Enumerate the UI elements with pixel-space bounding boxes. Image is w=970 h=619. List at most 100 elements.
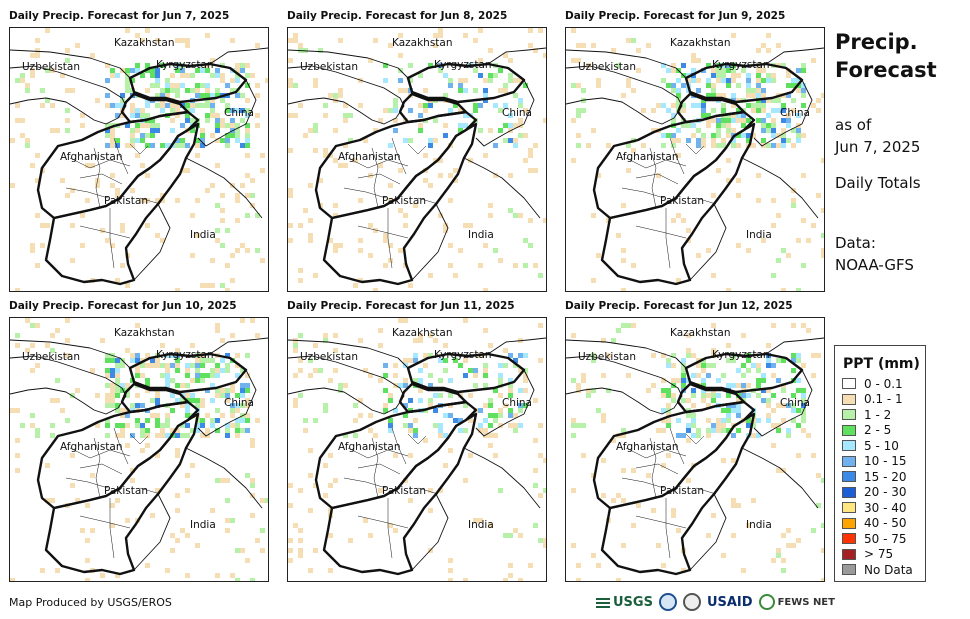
country-label-uzbekistan: Uzbekistan bbox=[300, 61, 358, 73]
country-label-pakistan: Pakistan bbox=[660, 485, 704, 497]
province-boundary bbox=[79, 463, 123, 475]
country-label-india: India bbox=[190, 519, 216, 531]
province-boundary bbox=[417, 197, 439, 205]
country-label-kyrgyzstan: Kyrgyzstan bbox=[434, 59, 492, 71]
country-label-afghanistan: Afghanistan bbox=[60, 441, 123, 453]
legend-swatch bbox=[842, 548, 856, 560]
province-boundary bbox=[635, 225, 687, 239]
kazakhstan-border bbox=[566, 337, 824, 369]
legend-swatch bbox=[842, 393, 856, 405]
uzbekistan-border bbox=[566, 355, 683, 415]
legend-item: 1 - 2 bbox=[842, 407, 925, 423]
panel-title: Daily Precip. Forecast for Jun 10, 2025 bbox=[9, 300, 237, 312]
country-label-kyrgyzstan: Kyrgyzstan bbox=[156, 349, 214, 361]
country-label-afghanistan: Afghanistan bbox=[616, 441, 679, 453]
india-border bbox=[411, 447, 541, 571]
kyrgyzstan-border bbox=[128, 352, 248, 394]
tajikistan-border bbox=[398, 382, 468, 414]
country-label-uzbekistan: Uzbekistan bbox=[578, 61, 636, 73]
country-label-kazakhstan: Kazakhstan bbox=[114, 327, 175, 339]
country-label-china: China bbox=[780, 397, 810, 409]
india-border bbox=[689, 157, 819, 281]
usaid-logo: USAID bbox=[706, 594, 753, 610]
country-label-china: China bbox=[224, 397, 254, 409]
country-label-china: China bbox=[502, 397, 532, 409]
panel-title: Daily Precip. Forecast for Jun 7, 2025 bbox=[9, 10, 230, 22]
legend-label: 30 - 40 bbox=[864, 500, 907, 515]
india-border bbox=[133, 157, 263, 281]
province-boundary bbox=[407, 433, 427, 445]
logo-strip: USGS USAID FEWS NET bbox=[596, 590, 835, 614]
province-boundary bbox=[343, 187, 387, 199]
uzbekistan-border bbox=[10, 65, 127, 125]
legend-label: 2 - 5 bbox=[864, 423, 892, 438]
province-boundary bbox=[93, 147, 101, 209]
china-border bbox=[753, 369, 813, 437]
province-boundary bbox=[669, 137, 685, 175]
province-boundary bbox=[665, 208, 671, 269]
legend-swatch bbox=[842, 409, 856, 421]
map-graphic: Kazakhstan Uzbekistan Kyrgyzstan China Afgha… bbox=[288, 318, 546, 581]
side-info: Precip. Forecast as of Jun 7, 2025 Daily… bbox=[835, 28, 965, 276]
tajikistan-border bbox=[676, 382, 746, 414]
kazakhstan-border bbox=[288, 337, 546, 369]
legend-item: 0.1 - 1 bbox=[842, 392, 925, 408]
uzbekistan-border bbox=[288, 65, 405, 125]
footer-credit: Map Produced by USGS/EROS bbox=[9, 596, 172, 609]
legend-label: 5 - 10 bbox=[864, 438, 899, 453]
india-border bbox=[689, 447, 819, 571]
province-boundary bbox=[621, 187, 665, 199]
province-boundary bbox=[649, 147, 657, 209]
legend-swatch bbox=[842, 502, 856, 514]
panel-title: Daily Precip. Forecast for Jun 8, 2025 bbox=[287, 10, 508, 22]
legend-label: No Data bbox=[864, 562, 913, 577]
map-graphic: Kazakhstan Uzbekistan Kyrgyzstan China Afgha… bbox=[566, 323, 824, 581]
country-label-afghanistan: Afghanistan bbox=[60, 151, 123, 163]
province-boundary bbox=[139, 487, 161, 495]
forecast-map: Kazakhstan Uzbekistan Kyrgyzstan China Afgha… bbox=[565, 317, 825, 582]
province-boundary bbox=[357, 225, 409, 239]
country-label-kazakhstan: Kazakhstan bbox=[670, 37, 731, 49]
country-label-kazakhstan: Kazakhstan bbox=[392, 37, 453, 49]
province-boundary bbox=[93, 437, 101, 499]
forecast-map: Kazakhstan Uzbekistan Kyrgyzstan China Afgha… bbox=[287, 27, 547, 292]
legend-swatch bbox=[842, 533, 856, 545]
province-boundary bbox=[357, 515, 409, 529]
country-label-pakistan: Pakistan bbox=[660, 195, 704, 207]
kazakhstan-border bbox=[10, 337, 268, 369]
country-label-kazakhstan: Kazakhstan bbox=[392, 327, 453, 339]
legend-title: PPT (mm) bbox=[843, 356, 920, 372]
province-boundary bbox=[129, 433, 149, 445]
india-border bbox=[133, 447, 263, 571]
province-boundary bbox=[669, 427, 685, 465]
as-of-label: as of bbox=[835, 116, 872, 134]
country-label-india: India bbox=[468, 519, 494, 531]
legend-item: 40 - 50 bbox=[842, 516, 925, 532]
province-boundary bbox=[695, 487, 717, 495]
country-label-pakistan: Pakistan bbox=[382, 485, 426, 497]
legend-item: 2 - 5 bbox=[842, 423, 925, 439]
legend-label: 20 - 30 bbox=[864, 485, 907, 500]
kyrgyzstan-border bbox=[684, 62, 804, 104]
pakistan-border bbox=[44, 122, 200, 286]
country-label-kyrgyzstan: Kyrgyzstan bbox=[712, 349, 770, 361]
province-boundary bbox=[79, 225, 131, 239]
legend-label: 15 - 20 bbox=[864, 469, 907, 484]
province-boundary bbox=[371, 147, 379, 209]
country-label-china: China bbox=[502, 107, 532, 119]
country-label-india: India bbox=[746, 519, 772, 531]
china-border bbox=[475, 79, 535, 147]
legend-item: > 75 bbox=[842, 547, 925, 563]
india-border bbox=[411, 157, 541, 281]
pakistan-border bbox=[600, 122, 756, 286]
province-boundary bbox=[343, 477, 387, 489]
legend-swatch bbox=[842, 455, 856, 467]
data-source: NOAA-GFS bbox=[835, 256, 914, 274]
china-border bbox=[753, 79, 813, 147]
legend-item: No Data bbox=[842, 562, 925, 578]
province-boundary bbox=[79, 173, 123, 185]
legend-item: 0 - 0.1 bbox=[842, 376, 925, 392]
province-boundary bbox=[113, 427, 129, 465]
country-label-afghanistan: Afghanistan bbox=[338, 151, 401, 163]
